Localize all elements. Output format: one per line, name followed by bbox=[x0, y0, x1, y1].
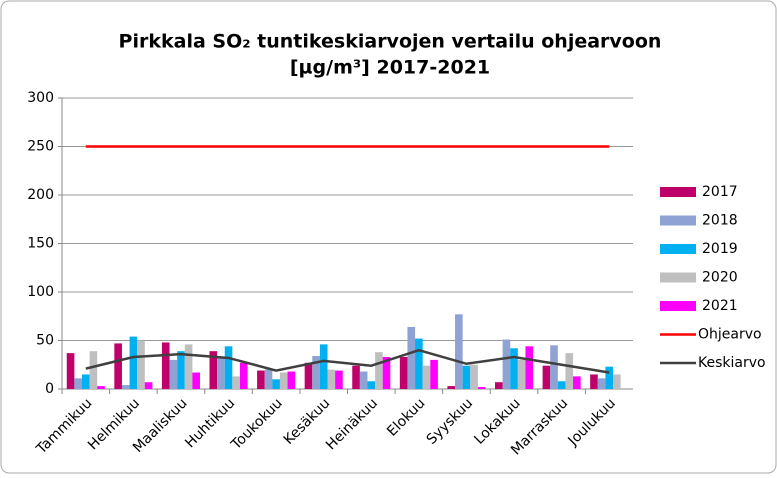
y-tick-label: 50 bbox=[36, 333, 54, 349]
bar bbox=[217, 357, 225, 389]
bar bbox=[495, 382, 503, 389]
legend-swatch bbox=[660, 301, 696, 311]
bar bbox=[177, 351, 185, 389]
bar bbox=[279, 372, 288, 389]
bar bbox=[597, 378, 606, 389]
bar bbox=[272, 379, 280, 389]
bar bbox=[121, 385, 130, 389]
line-series bbox=[85, 348, 610, 374]
legend-label: 2018 bbox=[702, 213, 738, 229]
bar bbox=[74, 378, 82, 389]
bar bbox=[232, 376, 240, 389]
bar bbox=[81, 374, 90, 389]
bar bbox=[89, 351, 98, 389]
bar bbox=[422, 365, 431, 389]
bar bbox=[335, 370, 343, 389]
bar bbox=[550, 345, 558, 389]
bar bbox=[455, 314, 463, 389]
bar bbox=[462, 365, 471, 389]
y-tick-label: 200 bbox=[27, 187, 54, 203]
bar bbox=[169, 359, 178, 389]
bar bbox=[144, 382, 153, 389]
bar bbox=[590, 374, 598, 389]
bar bbox=[209, 351, 218, 389]
y-tick-label: 100 bbox=[27, 284, 54, 300]
bar bbox=[430, 359, 438, 389]
bar bbox=[319, 344, 328, 389]
bar bbox=[557, 381, 566, 389]
y-tick-label: 250 bbox=[27, 139, 54, 155]
bar bbox=[224, 346, 233, 389]
bar bbox=[97, 386, 105, 389]
legend-swatch bbox=[660, 187, 696, 197]
bar bbox=[447, 386, 456, 389]
bar bbox=[399, 356, 408, 389]
legend-swatch bbox=[660, 272, 696, 283]
bar bbox=[257, 370, 265, 389]
bar bbox=[239, 362, 248, 389]
bar bbox=[375, 352, 383, 389]
bar bbox=[382, 356, 391, 389]
bar bbox=[542, 365, 551, 389]
bar bbox=[304, 362, 313, 389]
legend-label: 2019 bbox=[702, 241, 738, 257]
y-tick-label: 150 bbox=[27, 236, 54, 252]
bar bbox=[415, 338, 423, 389]
bar bbox=[517, 359, 526, 389]
bar bbox=[470, 364, 478, 389]
bar bbox=[367, 381, 376, 389]
bar bbox=[161, 342, 170, 389]
chart-title: [µg/m³] 2017-2021 bbox=[290, 57, 490, 79]
legend-label: 2020 bbox=[702, 270, 738, 286]
y-tick-label: 0 bbox=[45, 381, 54, 397]
bar bbox=[407, 326, 416, 389]
bar bbox=[137, 340, 145, 389]
bar bbox=[264, 369, 273, 389]
legend-label: 2017 bbox=[702, 184, 738, 200]
legend-swatch bbox=[660, 215, 696, 226]
chart-title: Pirkkala SO₂ tuntikeskiarvojen vertailu … bbox=[119, 31, 662, 53]
y-tick-label: 300 bbox=[27, 90, 54, 106]
bar bbox=[287, 371, 296, 389]
bar bbox=[184, 344, 193, 389]
bar bbox=[613, 374, 621, 389]
bar bbox=[605, 366, 614, 389]
bar bbox=[129, 336, 138, 389]
bar bbox=[192, 372, 200, 389]
bar bbox=[114, 343, 122, 389]
bar bbox=[477, 387, 486, 389]
bar bbox=[312, 356, 320, 389]
legend-label: 2021 bbox=[702, 298, 738, 314]
bar bbox=[525, 346, 534, 389]
bar bbox=[66, 353, 75, 389]
bar bbox=[502, 339, 511, 389]
legend-label: Keskiarvo bbox=[698, 355, 766, 371]
bar bbox=[565, 353, 574, 389]
bar bbox=[573, 376, 581, 389]
bar bbox=[327, 369, 336, 389]
bar bbox=[352, 365, 360, 389]
bar bbox=[510, 348, 518, 389]
bar bbox=[359, 371, 368, 389]
legend-label: Ohjearvo bbox=[698, 327, 762, 343]
legend-swatch bbox=[660, 244, 696, 254]
